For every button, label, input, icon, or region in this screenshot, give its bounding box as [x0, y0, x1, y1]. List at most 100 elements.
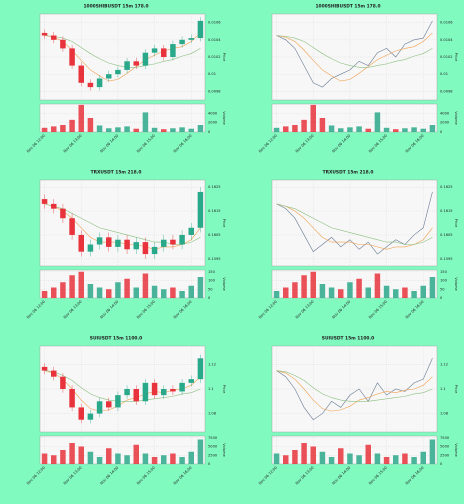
chart-panel: SUIUSDT 15m 1100.0 1.08 1.1 1.12 0 2500 5000 75… — [258, 336, 458, 486]
volume-bar — [51, 126, 57, 132]
x-tick-label: Nov 06 15:00 — [368, 133, 388, 153]
volume-bar — [69, 443, 75, 464]
volume-bar — [115, 282, 121, 298]
volume-bar — [179, 127, 185, 132]
volume-tick-label: 4000 — [440, 111, 450, 115]
volume-bar — [151, 127, 158, 132]
volume-tick-label: 100 — [208, 279, 216, 283]
volume-axis-title: Volume — [454, 111, 458, 125]
line-series — [276, 370, 433, 412]
volume-tick-label: 4000 — [208, 111, 218, 115]
volume-bar — [197, 277, 204, 298]
candle-body — [69, 48, 75, 66]
x-tick-label: Nov 06 12:00 — [26, 465, 46, 485]
volume-bar — [319, 284, 326, 298]
volume-bar — [283, 287, 289, 298]
y-tick-label: 0.0106 — [440, 21, 453, 25]
volume-bar — [420, 451, 426, 464]
volume-bar — [292, 450, 298, 464]
volume-tick-label: 0 — [208, 130, 211, 134]
y-axis-title: Price — [454, 219, 458, 229]
candle-body — [96, 401, 103, 414]
volume-bar — [197, 439, 204, 464]
candle-body — [78, 407, 84, 420]
line-series — [276, 203, 433, 245]
x-tick-label: Nov 06 13:00 — [63, 133, 83, 153]
candle-body — [170, 44, 176, 57]
volume-plot-area — [39, 269, 206, 299]
y-tick-label: 1.12 — [208, 362, 216, 366]
x-tick-label: Nov 06 12:00 — [26, 299, 46, 319]
volume-tick-label: 2000 — [440, 121, 450, 125]
volume-bar — [411, 291, 417, 298]
volume-bar — [383, 127, 390, 132]
x-tick-label: Nov 06 12:00 — [258, 299, 278, 319]
volume-bar — [301, 275, 307, 298]
volume-bar — [420, 128, 426, 132]
volume-bar — [161, 129, 167, 132]
y-axis-title: Price — [222, 219, 226, 229]
chart-title: TRXUSDT 15m 218.0 — [323, 170, 374, 176]
y-tick-label: 0.0102 — [440, 55, 453, 59]
x-tick-label: Nov 06 12:00 — [258, 133, 278, 153]
y-tick-label: 1.08 — [208, 412, 217, 416]
candle-body — [188, 38, 194, 40]
volume-bar — [356, 126, 362, 132]
volume-bar — [60, 282, 66, 298]
chart-panel: SUIUSDT 15m 1100.0 1.08 1.1 1.12 0 2500 5000 75… — [26, 336, 226, 486]
volume-bar — [374, 273, 381, 298]
chart-panel: TRXUSDT 15m 218.0 0.1595 0.1605 0.1615 0.162… — [258, 170, 458, 320]
volume-bar — [78, 104, 84, 132]
volume-bar — [41, 291, 48, 298]
y-tick-label: 0.1605 — [440, 233, 453, 237]
volume-bar — [60, 125, 66, 132]
volume-bar — [96, 457, 103, 464]
volume-bar — [319, 451, 326, 464]
volume-bar — [87, 451, 94, 464]
volume-bar — [301, 119, 307, 132]
chart-panel: TRXUSDT 15m 218.0 0.1595 0.1605 0.1615 0.162… — [26, 170, 226, 320]
chart-title: SUIUSDT 15m 1100.0 — [90, 336, 142, 342]
volume-bar — [347, 453, 353, 464]
volume-bar — [273, 453, 280, 464]
volume-bar — [106, 448, 112, 464]
volume-bar — [328, 287, 335, 298]
candle-body — [96, 78, 103, 88]
x-tick-label: Nov 06 16:00 — [405, 465, 425, 485]
x-tick-label: Nov 06 16:00 — [405, 133, 425, 153]
volume-bar — [420, 285, 426, 298]
volume-bar — [51, 455, 57, 464]
candle-body — [41, 366, 48, 371]
x-tick-label: Nov 06 16:00 — [173, 299, 193, 319]
volume-bar — [142, 453, 149, 464]
chart-title: 1000SHIBUSDT 15m 178.0 — [315, 4, 380, 10]
volume-bar — [429, 125, 436, 132]
volume-bar — [374, 453, 381, 464]
volume-bar — [411, 127, 417, 132]
volume-tick-label: 0 — [208, 462, 211, 466]
candle-body — [78, 65, 84, 83]
candle-body — [197, 358, 204, 380]
volume-bar — [283, 455, 289, 464]
candle-body — [197, 20, 204, 39]
volume-bar — [124, 455, 130, 464]
volume-tick-label: 50 — [208, 287, 213, 291]
line-series — [276, 35, 433, 68]
volume-axis-title: Volume — [454, 443, 458, 457]
y-axis-title: Price — [454, 53, 458, 63]
volume-bar — [365, 444, 371, 464]
line-series — [276, 370, 433, 402]
candle-body — [161, 48, 167, 57]
candle-body — [106, 237, 112, 247]
volume-tick-label: 150 — [440, 270, 448, 274]
candle-body — [142, 242, 149, 255]
y-tick-label: 0.01 — [440, 72, 448, 76]
candle-body — [124, 61, 130, 70]
volume-bar — [161, 455, 167, 464]
y-axis-title: Price — [222, 385, 226, 395]
volume-bar — [106, 128, 112, 132]
volume-bar — [96, 125, 103, 132]
volume-bar — [96, 287, 103, 298]
y-tick-label: 0.1595 — [208, 257, 221, 261]
candle-body — [115, 239, 121, 247]
